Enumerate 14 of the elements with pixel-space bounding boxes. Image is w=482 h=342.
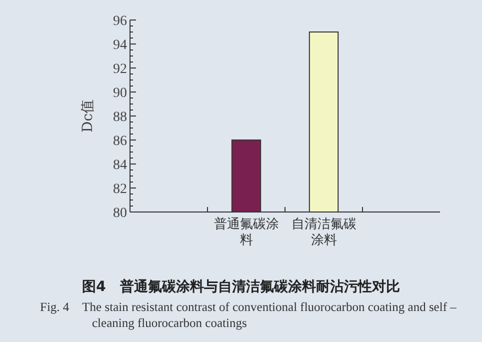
text: 图4 普通氟碳涂料与自清洁氟碳涂料耐沾污性对比 xyxy=(81,278,401,296)
x-tick-label: 普通氟碳涂料 xyxy=(212,217,280,249)
y-tick-label: 90 xyxy=(113,86,127,101)
y-tick-label: 94 xyxy=(113,38,127,53)
y-tick-label: 80 xyxy=(113,206,127,221)
y-tick-label: 92 xyxy=(113,62,127,77)
y-tick-label: 96 xyxy=(113,14,127,29)
y-tick-label: 86 xyxy=(113,134,127,149)
y-axis-title: Dc值 xyxy=(80,99,96,133)
x-tick-label: 自清洁氟碳涂料 xyxy=(290,217,358,249)
y-tick-label: 88 xyxy=(113,110,127,125)
text: Fig. 4 The stain resistant contrast of conventional fluorocarbon coating and self – cleaning fluorocarbon coatings xyxy=(40,299,458,331)
y-tick-label: 84 xyxy=(113,158,127,173)
y-tick-label: 82 xyxy=(113,182,127,197)
